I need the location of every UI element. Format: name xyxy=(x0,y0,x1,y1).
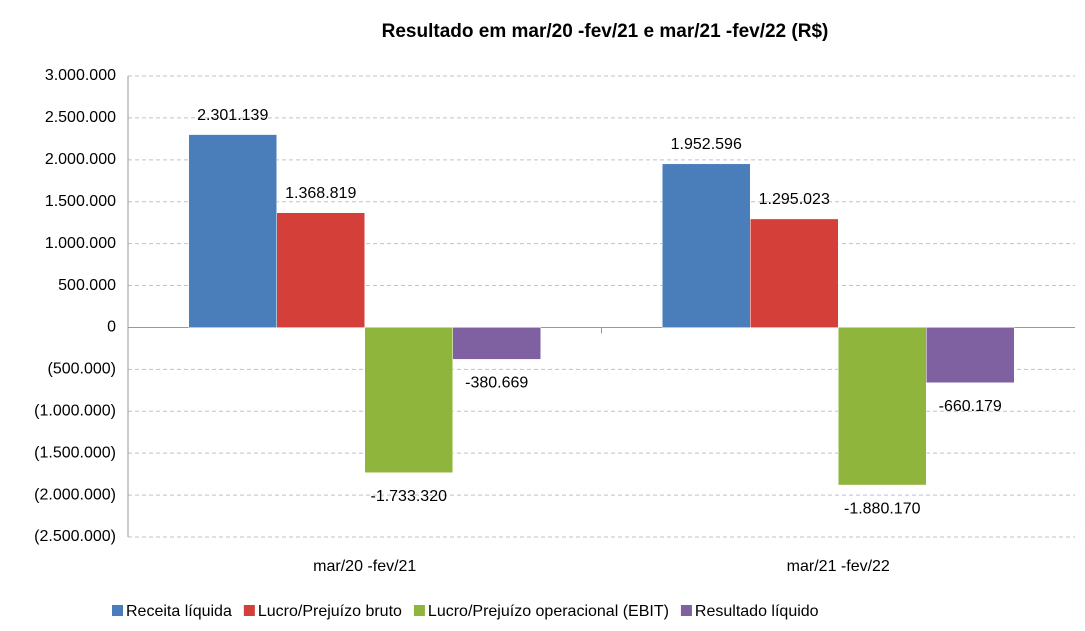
legend-label: Resultado líquido xyxy=(695,603,819,620)
value-label: -1.733.320 xyxy=(370,488,447,505)
x-tick-label: mar/21 -fev/22 xyxy=(787,558,890,575)
legend-label: Lucro/Prejuízo bruto xyxy=(258,603,402,620)
value-label: 1.295.023 xyxy=(759,191,830,208)
legend-label: Receita líquida xyxy=(126,603,232,620)
y-tick-label: 0 xyxy=(107,319,116,336)
legend-swatch xyxy=(112,605,123,616)
bar xyxy=(452,327,541,360)
y-tick-label: (500.000) xyxy=(48,361,117,378)
bar xyxy=(188,134,277,328)
y-tick-label: 2.000.000 xyxy=(45,151,116,168)
y-tick-label: 2.500.000 xyxy=(45,109,116,126)
y-tick-label: (1.000.000) xyxy=(34,402,116,419)
bar xyxy=(662,163,751,328)
value-label: -660.179 xyxy=(939,398,1002,415)
y-tick-label: 1.000.000 xyxy=(45,235,116,252)
bar xyxy=(838,327,927,486)
y-tick-label: 3.000.000 xyxy=(45,67,116,84)
legend-label: Lucro/Prejuízo operacional (EBIT) xyxy=(428,603,669,620)
value-label: 1.368.819 xyxy=(285,185,356,202)
bar xyxy=(276,212,365,328)
legend: Receita líquida Lucro/Prejuízo bruto Lucro… xyxy=(112,603,819,620)
y-tick-label: 1.500.000 xyxy=(45,193,116,210)
value-label: -380.669 xyxy=(465,375,528,392)
y-tick-label: (1.500.000) xyxy=(34,444,116,461)
y-tick-label: 500.000 xyxy=(58,277,116,294)
legend-swatch xyxy=(243,605,255,616)
value-label: 1.952.596 xyxy=(671,136,742,153)
value-label: 2.301.139 xyxy=(197,107,268,124)
legend-swatch xyxy=(680,605,692,616)
bar xyxy=(926,327,1015,384)
chart-title: Resultado em mar/20 -fev/21 e mar/21 -fe… xyxy=(382,21,829,42)
y-tick-label: (2.500.000) xyxy=(34,528,116,545)
bar xyxy=(750,218,839,328)
legend-swatch xyxy=(413,605,425,616)
y-tick-label: (2.000.000) xyxy=(34,486,116,503)
x-tick-label: mar/20 -fev/21 xyxy=(313,558,416,575)
value-label: -1.880.170 xyxy=(844,500,921,517)
bar xyxy=(364,327,453,473)
